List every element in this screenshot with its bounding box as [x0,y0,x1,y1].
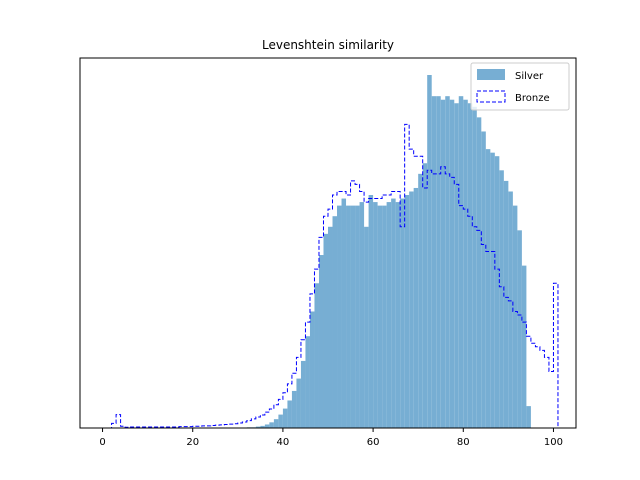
x-tick-label: 80 [457,437,470,448]
x-tick-label: 20 [186,437,199,448]
silver-bar [494,156,500,428]
silver-bar [418,173,423,428]
silver-bar [454,103,459,429]
silver-bar [404,195,410,428]
silver-bar [273,419,279,428]
silver-bar [395,202,401,428]
silver-bar [300,360,306,428]
silver-bar [436,96,441,429]
silver-bar [481,131,486,429]
x-tick-label: 40 [277,437,290,448]
chart-title: Levenshtein similarity [262,38,394,52]
silver-bar [355,205,360,428]
silver-bar [508,191,513,428]
silver-bar [503,180,509,428]
silver-bar [490,152,495,428]
silver-bar [472,106,477,429]
silver-bar [260,425,265,428]
legend-label-bronze: Bronze [515,93,550,104]
silver-bar [373,202,378,428]
silver-bar [409,191,414,428]
silver-bar [427,75,432,428]
silver-bar [526,406,531,428]
x-axis: 0 20 40 60 80 100 [99,428,563,448]
silver-bar [499,170,504,428]
silver-bar [386,202,392,428]
silver-bar [431,96,437,429]
silver-bar [337,205,342,428]
silver-bar [458,96,464,429]
silver-bar [364,226,369,428]
silver-bar [305,336,310,428]
silver-bar [517,230,522,428]
x-tick-label: 0 [99,437,105,448]
silver-bar [382,205,387,428]
silver-bar [264,424,270,428]
legend-swatch-silver [477,69,505,80]
axes-frame [79,57,577,429]
silver-bar [296,378,301,428]
silver-bar [291,390,297,428]
silver-bar [278,414,283,428]
silver-bar [332,216,338,428]
silver-bar [422,163,428,428]
silver-bar [391,198,396,428]
silver-bar [463,99,468,429]
x-tick-label: 60 [367,437,380,448]
silver-bar [314,283,319,428]
silver-bar [377,205,383,428]
silver-bar [368,195,374,428]
silver-bar [269,422,274,428]
silver-bar [413,187,419,428]
silver-bar [467,103,473,429]
silver-bar [346,205,351,428]
silver-bar [350,205,356,428]
silver-bar [512,205,518,428]
silver-bar [449,99,455,429]
legend-label-silver: Silver [515,71,544,82]
silver-bar [521,265,527,428]
silver-bar [318,255,324,428]
x-tick-label: 100 [544,437,563,448]
bronze-step-line [102,123,559,429]
silver-bar [476,117,482,429]
silver-bar [255,426,261,428]
silver-bar [485,149,491,428]
legend-swatch-bronze [476,90,506,103]
silver-bar [309,311,315,428]
silver-bar [328,226,333,428]
silver-bar [323,233,328,428]
silver-bar [445,96,450,429]
legend: Silver Bronze [470,62,570,111]
silver-bar [282,408,288,428]
silver-bar [400,198,405,428]
silver-bar [359,202,365,428]
plot-area [102,75,559,429]
silver-bar [341,198,347,428]
silver-bar [287,400,292,428]
silver-bar [440,99,446,429]
